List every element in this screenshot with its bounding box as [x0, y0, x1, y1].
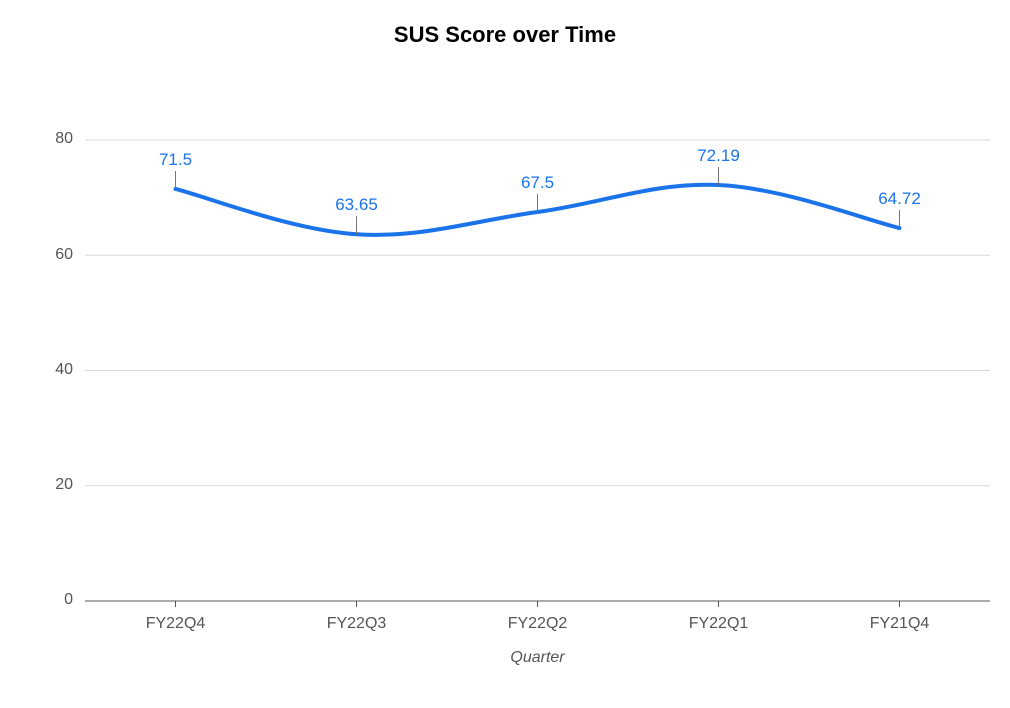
- data-point-label: 71.5: [159, 150, 192, 170]
- y-tick-label: 40: [55, 361, 73, 379]
- y-tick-label: 0: [64, 591, 73, 609]
- y-tick-label: 60: [55, 246, 73, 264]
- x-tick-label: FY21Q4: [870, 615, 930, 633]
- data-point-label: 67.5: [521, 173, 554, 193]
- x-tick-label: FY22Q2: [508, 615, 568, 633]
- y-tick-label: 80: [55, 130, 73, 148]
- y-tick-label: 20: [55, 476, 73, 494]
- data-point-label: 63.65: [335, 195, 378, 215]
- data-point-label: 72.19: [697, 146, 740, 166]
- x-tick-label: FY22Q4: [146, 615, 206, 633]
- chart-svg: [0, 0, 1010, 708]
- x-tick-label: FY22Q1: [689, 615, 749, 633]
- data-point-label: 64.72: [878, 189, 921, 209]
- x-axis-title: Quarter: [510, 649, 564, 667]
- x-tick-label: FY22Q3: [327, 615, 387, 633]
- chart-container: SUS Score over Time 020406080 FY22Q4FY22…: [0, 0, 1010, 708]
